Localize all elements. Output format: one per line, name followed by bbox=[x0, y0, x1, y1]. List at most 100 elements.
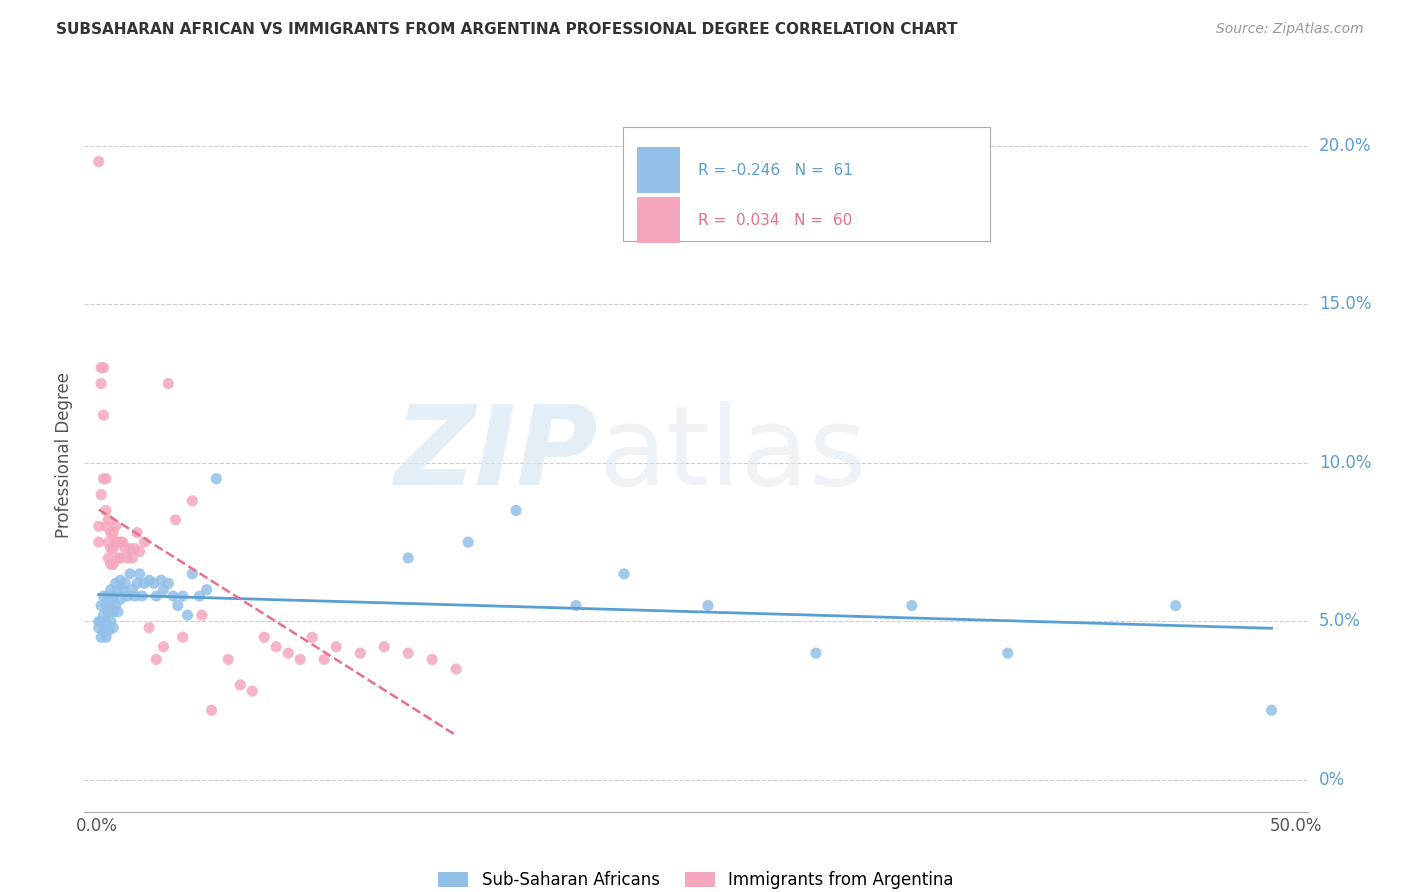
Point bbox=[152, 582, 174, 597]
FancyBboxPatch shape bbox=[623, 127, 990, 241]
Point bbox=[94, 630, 117, 644]
Point bbox=[124, 589, 146, 603]
Point bbox=[97, 605, 120, 619]
Point bbox=[167, 599, 190, 613]
Point bbox=[176, 608, 198, 623]
Point bbox=[325, 640, 347, 654]
Point bbox=[100, 582, 122, 597]
Point bbox=[87, 535, 110, 549]
Point bbox=[111, 535, 134, 549]
Point bbox=[420, 652, 443, 666]
Point bbox=[396, 646, 419, 660]
Point bbox=[101, 589, 124, 603]
Point bbox=[90, 360, 112, 375]
Point bbox=[93, 409, 115, 423]
Point bbox=[90, 599, 112, 613]
Text: 10.0%: 10.0% bbox=[1319, 454, 1371, 472]
Point bbox=[121, 582, 143, 597]
Point bbox=[138, 573, 160, 587]
Point bbox=[104, 535, 127, 549]
Bar bbox=[637, 147, 681, 194]
Point bbox=[101, 558, 124, 572]
Text: ZIP: ZIP bbox=[395, 401, 598, 508]
Point bbox=[90, 615, 112, 629]
Point bbox=[124, 541, 146, 556]
Point bbox=[613, 566, 636, 581]
Point bbox=[93, 608, 115, 623]
Y-axis label: Professional Degree: Professional Degree bbox=[55, 372, 73, 538]
Point bbox=[111, 582, 134, 597]
Point bbox=[349, 646, 371, 660]
Point bbox=[188, 589, 211, 603]
Point bbox=[150, 573, 173, 587]
Point bbox=[93, 624, 115, 638]
Point bbox=[94, 599, 117, 613]
Point bbox=[1260, 703, 1282, 717]
Point bbox=[110, 592, 132, 607]
Point bbox=[457, 535, 479, 549]
Text: 15.0%: 15.0% bbox=[1319, 295, 1371, 313]
Point bbox=[94, 615, 117, 629]
Point bbox=[697, 599, 720, 613]
Point bbox=[107, 582, 129, 597]
Point bbox=[97, 513, 120, 527]
Point bbox=[128, 566, 150, 581]
Point bbox=[117, 589, 139, 603]
Point bbox=[87, 621, 110, 635]
Point bbox=[195, 582, 218, 597]
Legend: Sub-Saharan Africans, Immigrants from Argentina: Sub-Saharan Africans, Immigrants from Ar… bbox=[439, 871, 953, 889]
Point bbox=[104, 599, 127, 613]
Point bbox=[93, 472, 115, 486]
Text: 0%: 0% bbox=[1319, 771, 1344, 789]
Point bbox=[290, 652, 312, 666]
Point bbox=[157, 376, 180, 391]
Point bbox=[100, 558, 122, 572]
Text: R = -0.246   N =  61: R = -0.246 N = 61 bbox=[699, 162, 853, 178]
Point bbox=[110, 551, 132, 566]
Point bbox=[117, 551, 139, 566]
Point bbox=[565, 599, 588, 613]
Point bbox=[373, 640, 395, 654]
Point bbox=[240, 684, 263, 698]
Point bbox=[97, 551, 120, 566]
Point bbox=[172, 589, 194, 603]
Point bbox=[104, 519, 127, 533]
Point bbox=[90, 487, 112, 501]
Point bbox=[277, 646, 299, 660]
Point bbox=[101, 605, 124, 619]
Text: 20.0%: 20.0% bbox=[1319, 136, 1371, 154]
Point bbox=[100, 599, 122, 613]
Point bbox=[152, 640, 174, 654]
Point bbox=[128, 544, 150, 558]
Point bbox=[87, 154, 110, 169]
Point bbox=[1164, 599, 1187, 613]
Point bbox=[100, 615, 122, 629]
Point bbox=[94, 519, 117, 533]
Text: SUBSAHARAN AFRICAN VS IMMIGRANTS FROM ARGENTINA PROFESSIONAL DEGREE CORRELATION : SUBSAHARAN AFRICAN VS IMMIGRANTS FROM AR… bbox=[56, 22, 957, 37]
Point bbox=[142, 576, 165, 591]
Point bbox=[114, 541, 136, 556]
Point bbox=[93, 589, 115, 603]
Point bbox=[101, 621, 124, 635]
Point bbox=[110, 535, 132, 549]
Point bbox=[107, 535, 129, 549]
Point bbox=[110, 573, 132, 587]
Point bbox=[264, 640, 287, 654]
Point bbox=[87, 615, 110, 629]
Point bbox=[94, 503, 117, 517]
Point bbox=[90, 376, 112, 391]
Point bbox=[100, 541, 122, 556]
Point bbox=[101, 541, 124, 556]
Point bbox=[200, 703, 222, 717]
Point bbox=[997, 646, 1019, 660]
Point bbox=[107, 605, 129, 619]
Point bbox=[138, 621, 160, 635]
Point bbox=[118, 541, 141, 556]
Text: Source: ZipAtlas.com: Source: ZipAtlas.com bbox=[1216, 22, 1364, 37]
Text: R =  0.034   N =  60: R = 0.034 N = 60 bbox=[699, 213, 852, 227]
Point bbox=[107, 551, 129, 566]
Point bbox=[157, 576, 180, 591]
Point bbox=[90, 630, 112, 644]
Point bbox=[127, 576, 149, 591]
Point bbox=[145, 652, 167, 666]
